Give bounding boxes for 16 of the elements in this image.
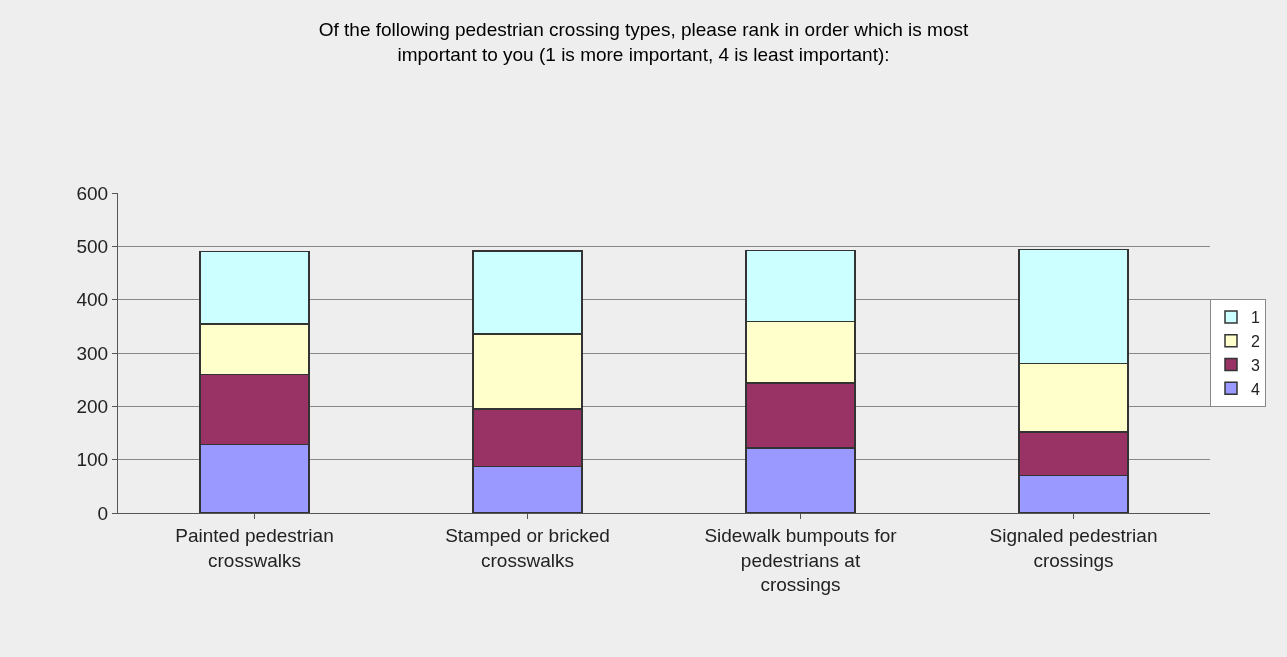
- x-tick-label: Stamped or bricked crosswalks: [445, 524, 610, 571]
- legend-label: 1: [1251, 309, 1260, 327]
- legend-label: 4: [1251, 380, 1260, 398]
- y-tick-label: 300: [76, 342, 109, 364]
- y-tick-label: 500: [76, 235, 109, 257]
- y-tick-label: 100: [76, 449, 109, 471]
- legend-label: 2: [1251, 332, 1260, 350]
- y-tick-label: 0: [97, 502, 109, 524]
- y-tick-label: 400: [76, 289, 109, 311]
- y-tick-label: 600: [76, 182, 109, 204]
- chart-title: Of the following pedestrian crossing types, please rank in order which is most important to you (1 is more important, 4 is least important):: [318, 19, 969, 65]
- legend-label: 3: [1251, 356, 1260, 374]
- x-tick-label: Sidewalk bumpouts for pedestrians at crossings: [704, 524, 898, 596]
- x-tick-label: Signaled pedestrian crossings: [989, 524, 1158, 571]
- x-tick-label: Painted pedestrian crosswalks: [175, 524, 334, 571]
- y-tick-label: 200: [76, 395, 109, 417]
